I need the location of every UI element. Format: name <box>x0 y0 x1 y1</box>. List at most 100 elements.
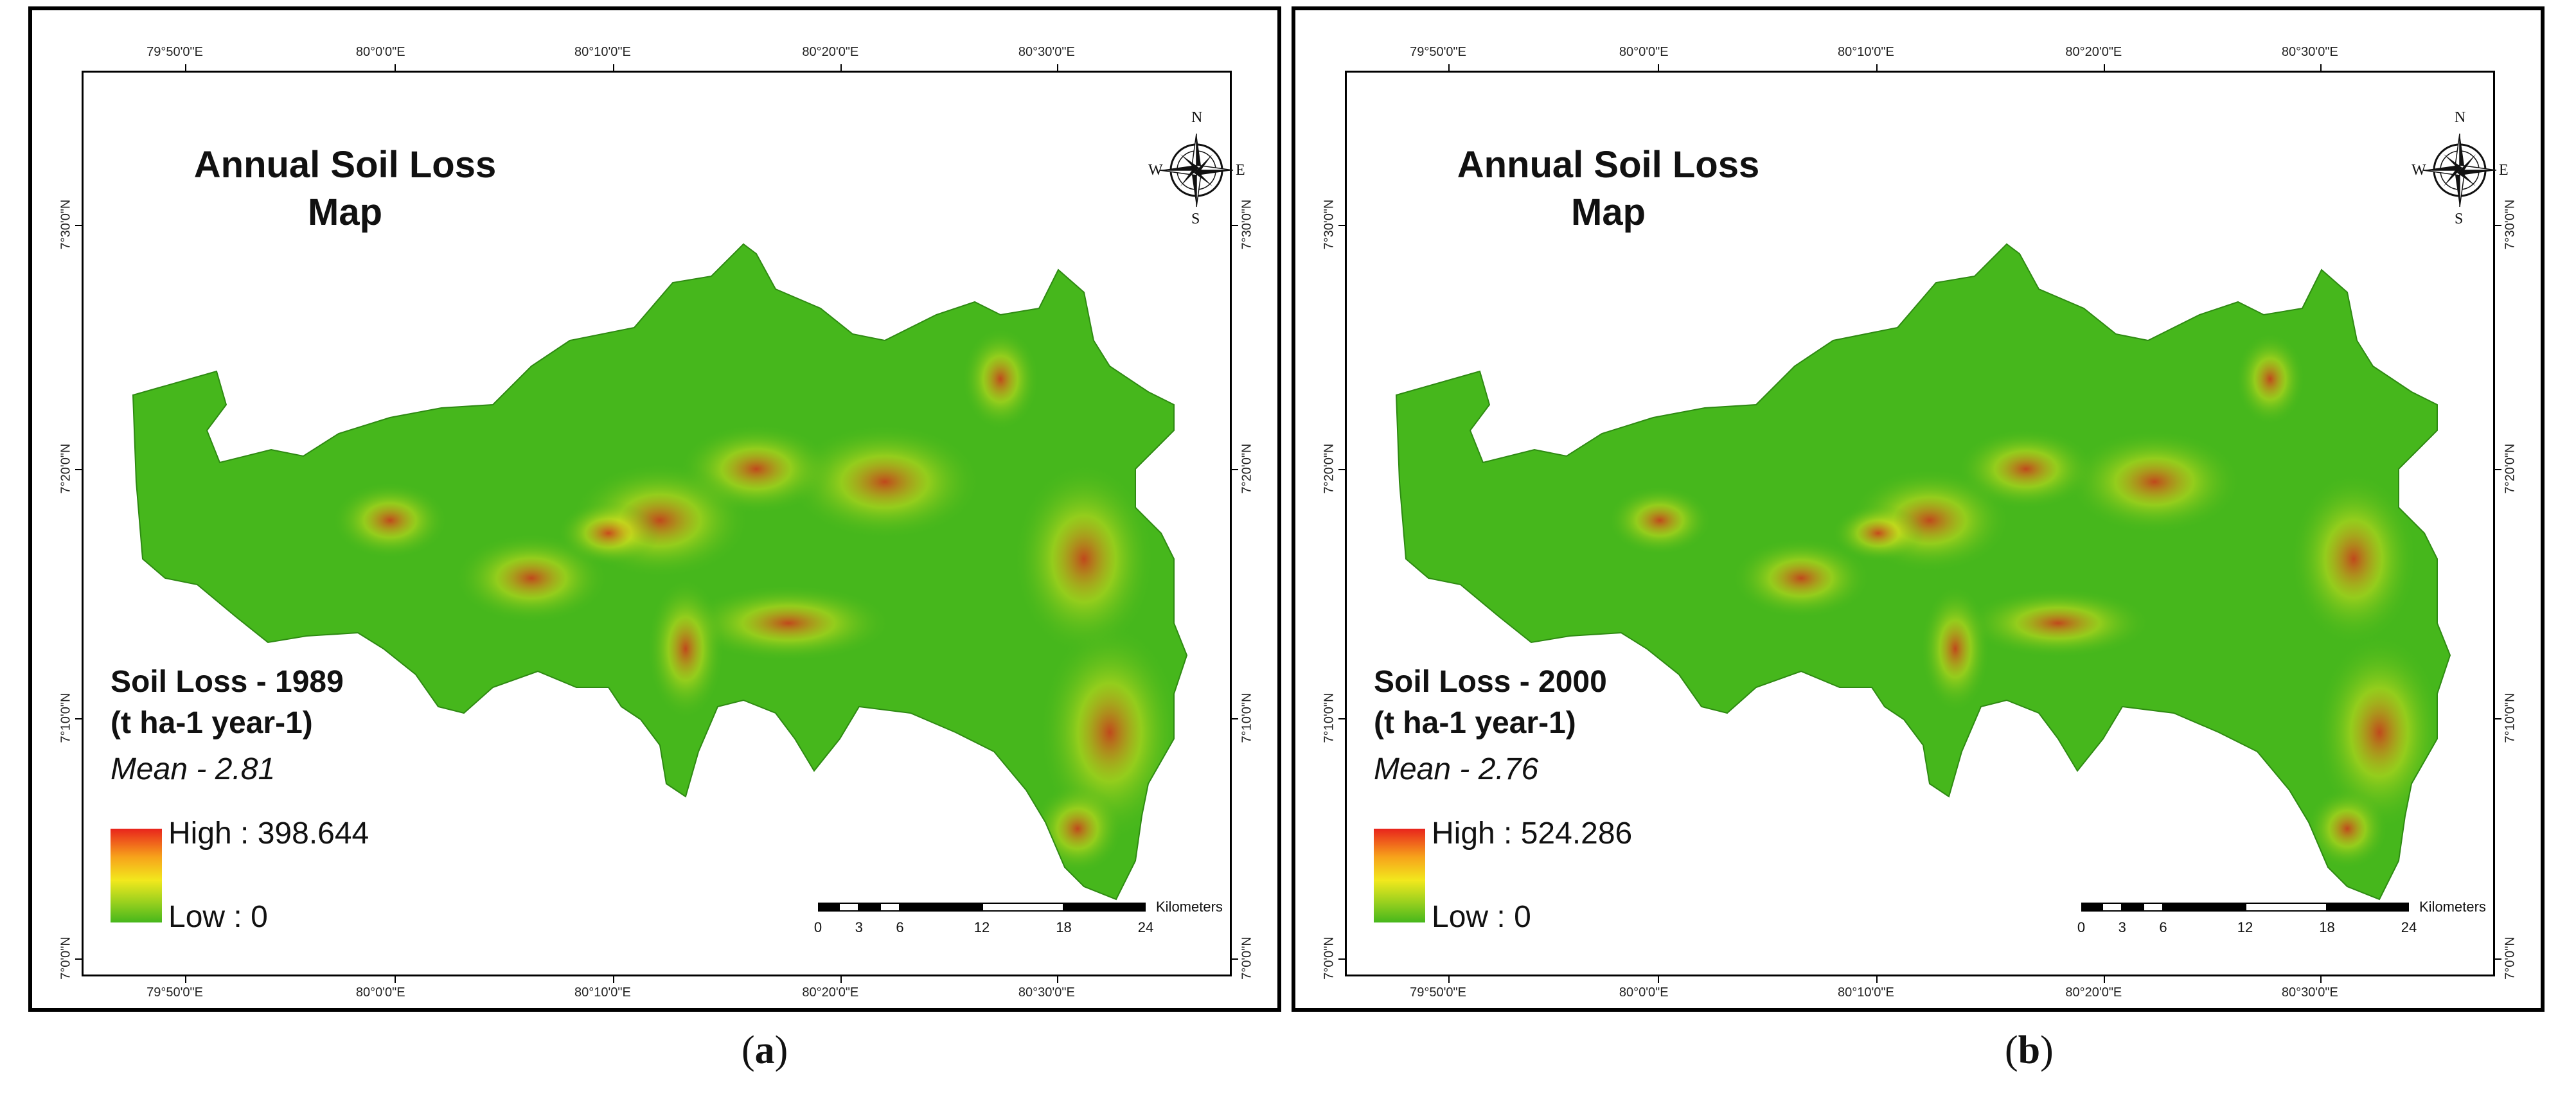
compass-letter-e: E <box>1236 162 1245 179</box>
caption-close: ) <box>2040 1028 2054 1072</box>
scale-bar-segment <box>982 903 1064 912</box>
compass-letter-w: W <box>1148 162 1163 179</box>
longitude-tick <box>1876 976 1878 983</box>
scale-bar-tick-label: 12 <box>973 919 990 935</box>
latitude-tick <box>1232 224 1238 226</box>
caption-letter: a <box>754 1028 775 1072</box>
high-loss-area <box>647 578 724 719</box>
high-loss-area <box>332 482 448 559</box>
latitude-tick <box>1232 718 1238 720</box>
scale-bar-unit: Kilometers <box>2419 899 2486 915</box>
latitude-label: 7°20'0"N <box>1239 443 1254 494</box>
panel-caption: (a) <box>742 1028 788 1073</box>
scale-bar-segment <box>858 903 880 912</box>
longitude-tick <box>1657 976 1659 983</box>
legend-title-line1: Soil Loss - 2000 <box>1374 665 1607 699</box>
longitude-tick <box>2104 64 2106 71</box>
latitude-label: 7°30'0"N <box>1322 199 1337 250</box>
map-title-line2: Map <box>308 191 382 233</box>
legend-title: Soil Loss - 2000 (t ha-1 year-1) <box>1374 662 1607 744</box>
legend-low-label: Low : 0 <box>1432 900 1531 934</box>
longitude-label: 80°10'0"E <box>574 45 631 59</box>
scale-bar-segment <box>2101 903 2122 912</box>
latitude-tick <box>1338 958 1345 960</box>
longitude-label: 80°10'0"E <box>1837 985 1894 1000</box>
longitude-label: 79°50'0"E <box>147 985 203 1000</box>
latitude-tick <box>2495 718 2501 720</box>
catchment-boundary <box>132 243 1188 901</box>
scale-bar-tick-label: 3 <box>2118 919 2126 935</box>
latitude-tick <box>1232 958 1238 960</box>
scale-bar-tick-label: 18 <box>1056 919 1072 935</box>
compass-letter-w: W <box>2412 162 2426 179</box>
map-title: Annual Soil Loss Map <box>165 141 525 236</box>
longitude-label: 80°20'0"E <box>802 45 859 59</box>
scale-bar-tick-label: 0 <box>2077 919 2086 935</box>
map-title-line2: Map <box>1571 191 1646 233</box>
north-arrow-icon: N S W E <box>2412 109 2509 227</box>
scale-bar-tick-label: 6 <box>896 919 904 935</box>
longitude-tick <box>612 976 614 983</box>
longitude-tick <box>185 976 187 983</box>
scale-bar-segment <box>818 903 839 912</box>
latitude-label: 7°10'0"N <box>1322 693 1337 743</box>
legend-title-line2: (t ha-1 year-1) <box>1374 706 1576 740</box>
longitude-tick <box>840 64 842 71</box>
longitude-tick <box>1876 64 1878 71</box>
latitude-tick <box>1338 469 1345 471</box>
caption-open: ( <box>742 1028 755 1072</box>
latitude-label: 7°30'0"N <box>58 199 73 250</box>
compass-letter-n: N <box>1191 109 1203 126</box>
longitude-label: 80°0'0"E <box>1619 985 1669 1000</box>
latitude-tick <box>2495 224 2501 226</box>
scale-bar-tick-label: 12 <box>2237 919 2253 935</box>
high-loss-area <box>1732 538 1870 619</box>
longitude-label: 80°0'0"E <box>355 45 405 59</box>
longitude-tick <box>1448 976 1450 983</box>
latitude-tick <box>1232 469 1238 471</box>
high-loss-area <box>1921 585 1990 712</box>
latitude-tick <box>75 469 82 471</box>
longitude-label: 79°50'0"E <box>1410 45 1466 59</box>
caption-open: ( <box>2005 1028 2018 1072</box>
color-ramp <box>1374 829 1425 922</box>
longitude-label: 80°20'0"E <box>2065 985 2122 1000</box>
high-loss-area <box>1013 463 1155 655</box>
longitude-label: 80°10'0"E <box>1837 45 1894 59</box>
high-loss-area <box>788 424 981 540</box>
scale-bar-segment <box>2081 903 2102 912</box>
longitude-label: 80°20'0"E <box>2065 45 2122 59</box>
scale-bar: 0 3 6 12 18 24 Kilometers <box>2077 899 2486 941</box>
map-title-line1: Annual Soil Loss <box>193 144 497 186</box>
high-loss-area <box>1966 588 2151 658</box>
latitude-tick <box>75 958 82 960</box>
longitude-label: 80°30'0"E <box>1018 45 1075 59</box>
legend-title-line1: Soil Loss - 1989 <box>111 665 344 699</box>
scale-bar-tick-label: 18 <box>2319 919 2335 935</box>
latitude-tick <box>1338 224 1345 226</box>
latitude-tick <box>75 718 82 720</box>
north-arrow-icon: N S W E <box>1148 109 1245 227</box>
scale-bar-tick-label: 24 <box>1137 919 1154 935</box>
scale-bar-unit: Kilometers <box>1156 899 1223 915</box>
latitude-label: 7°10'0"N <box>2503 693 2518 743</box>
legend-low-label: Low : 0 <box>168 900 268 934</box>
longitude-label: 80°0'0"E <box>1619 45 1669 59</box>
latitude-label: 7°0'0"N <box>2503 936 2518 980</box>
soil-loss-map <box>132 243 1188 901</box>
latitude-label: 7°0'0"N <box>1239 936 1254 980</box>
high-loss-area <box>557 501 660 565</box>
longitude-tick <box>2104 976 2106 983</box>
high-loss-area <box>1832 504 1924 562</box>
longitude-tick <box>2320 64 2322 71</box>
high-loss-area <box>686 585 891 662</box>
legend-high-label: High : 398.644 <box>168 816 369 851</box>
mean-value: Mean - 2.81 <box>111 752 276 786</box>
map-title: Annual Soil Loss Map <box>1428 141 1788 236</box>
longitude-label: 80°30'0"E <box>1018 985 1075 1000</box>
compass-letter-n: N <box>2455 109 2466 126</box>
catchment-boundary <box>1395 243 2451 901</box>
longitude-tick <box>1448 64 1450 71</box>
longitude-tick <box>1056 64 1058 71</box>
longitude-label: 79°50'0"E <box>1410 985 1466 1000</box>
